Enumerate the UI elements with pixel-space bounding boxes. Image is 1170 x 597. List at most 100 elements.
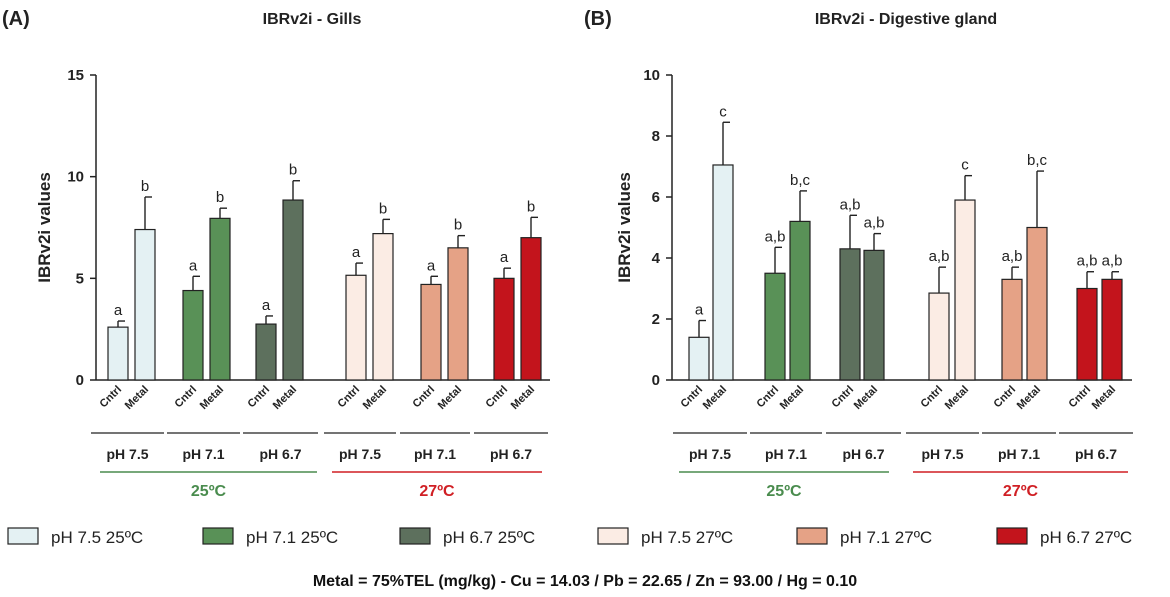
bar-category-label: Metal [701,384,729,412]
bar-category-label: Metal [943,384,971,412]
panel-label: (B) [584,8,612,30]
bar [372,233,394,381]
legend-swatch [7,527,39,545]
bar-category-label: Metal [778,384,806,412]
bar-category-label: Cntrl [918,384,945,411]
significance-letter: a,b [1102,253,1123,270]
y-tick-label: 0 [76,372,84,389]
legend-label: pH 7.1 27ºC [840,528,932,547]
bar [255,323,277,381]
y-tick-label: 5 [76,270,84,287]
bar [839,248,861,381]
significance-letter: a,b [864,215,885,232]
group-ph-label: pH 6.7 [259,446,301,462]
y-tick-label: 6 [652,189,660,206]
chart-title: IBRv2i - Digestive gland [815,11,997,28]
group-ph-label: pH 7.5 [689,446,731,462]
significance-letter: b [454,217,462,234]
bar [712,164,734,381]
bar [520,237,542,381]
bar [107,326,129,381]
significance-letter: b [527,198,535,215]
group-ph-label: pH 6.7 [842,446,884,462]
group-ph-label: pH 7.1 [998,446,1040,462]
significance-letter: b [289,162,297,179]
group-ph-label: pH 7.1 [414,446,456,462]
group-ph-label: pH 6.7 [490,446,532,462]
bar [134,228,156,381]
significance-letter: a [352,244,361,261]
y-tick-label: 8 [652,128,660,145]
significance-letter: c [719,103,727,120]
bar-category-label: Metal [198,384,226,412]
bar-category-label: Cntrl [829,384,856,411]
legend-swatch [996,527,1028,545]
temperature-label: 27ºC [419,483,455,500]
group-ph-label: pH 7.1 [765,446,807,462]
y-tick-label: 15 [67,67,84,84]
group-ph-label: pH 7.1 [182,446,224,462]
bar [345,274,367,381]
significance-letter: a,b [1077,253,1098,270]
temperature-label: 25ºC [191,483,227,500]
bar [282,199,304,381]
y-tick-label: 10 [67,169,84,186]
bar [1001,278,1023,381]
significance-letter: a [114,302,123,319]
significance-letter: a [262,297,271,314]
legend-swatch [399,527,431,545]
significance-letter: a,b [840,196,861,213]
temperature-label: 25ºC [766,483,802,500]
significance-letter: b,c [1027,152,1048,169]
legend: pH 7.5 25ºC pH 7.1 25ºC pH 6.7 25ºC pH 7.5 … [7,527,1132,547]
bar-category-label: Metal [1090,384,1118,412]
bar-category-label: Cntrl [991,384,1018,411]
bar-category-label: Metal [852,384,880,412]
bar-category-label: Cntrl [410,384,437,411]
bar-category-label: Cntrl [754,384,781,411]
significance-letter: a,b [929,248,950,265]
bar [493,277,515,381]
y-tick-label: 0 [652,372,660,389]
panel-label: (A) [2,8,30,30]
bar [1101,278,1123,381]
group-ph-label: pH 6.7 [1075,446,1117,462]
chart-panel-1: (A) IBRv2i - Gills IBRv2i values 0 5 10 15 a Cnt… [2,8,550,500]
bar-category-label: Cntrl [678,384,705,411]
bar-category-label: Metal [1015,384,1043,412]
bar [420,283,442,381]
chart-panel-2: (B) IBRv2i - Digestive gland IBRv2i values… [584,8,1133,500]
significance-letter: a [695,302,704,319]
y-tick-label: 10 [643,67,660,84]
group-ph-label: pH 7.5 [921,446,963,462]
y-axis-label: IBRv2i values [35,172,54,283]
bar-category-label: Cntrl [97,384,124,411]
group-ph-label: pH 7.5 [106,446,148,462]
bar [789,220,811,381]
significance-letter: c [961,157,969,174]
legend-label: pH 6.7 27ºC [1040,528,1132,547]
bar [928,292,950,381]
legend-label: pH 7.1 25ºC [246,528,338,547]
bar-category-label: Cntrl [1066,384,1093,411]
bar [954,199,976,381]
bar [182,289,204,381]
legend-swatch [597,527,629,545]
significance-letter: a [500,249,509,266]
group-ph-label: pH 7.5 [339,446,381,462]
bar [1076,287,1098,381]
legend-swatch [202,527,234,545]
significance-letter: b,c [790,172,811,189]
legend-label: pH 7.5 27ºC [641,528,733,547]
y-tick-label: 2 [652,311,660,328]
significance-letter: a [189,257,198,274]
significance-letter: a,b [765,228,786,245]
significance-letter: b [141,178,149,195]
bar-category-label: Metal [123,384,151,412]
bar-category-label: Metal [436,384,464,412]
significance-letter: b [216,189,224,206]
legend-label: pH 7.5 25ºC [51,528,143,547]
bar [1026,226,1048,381]
bar [209,217,231,381]
